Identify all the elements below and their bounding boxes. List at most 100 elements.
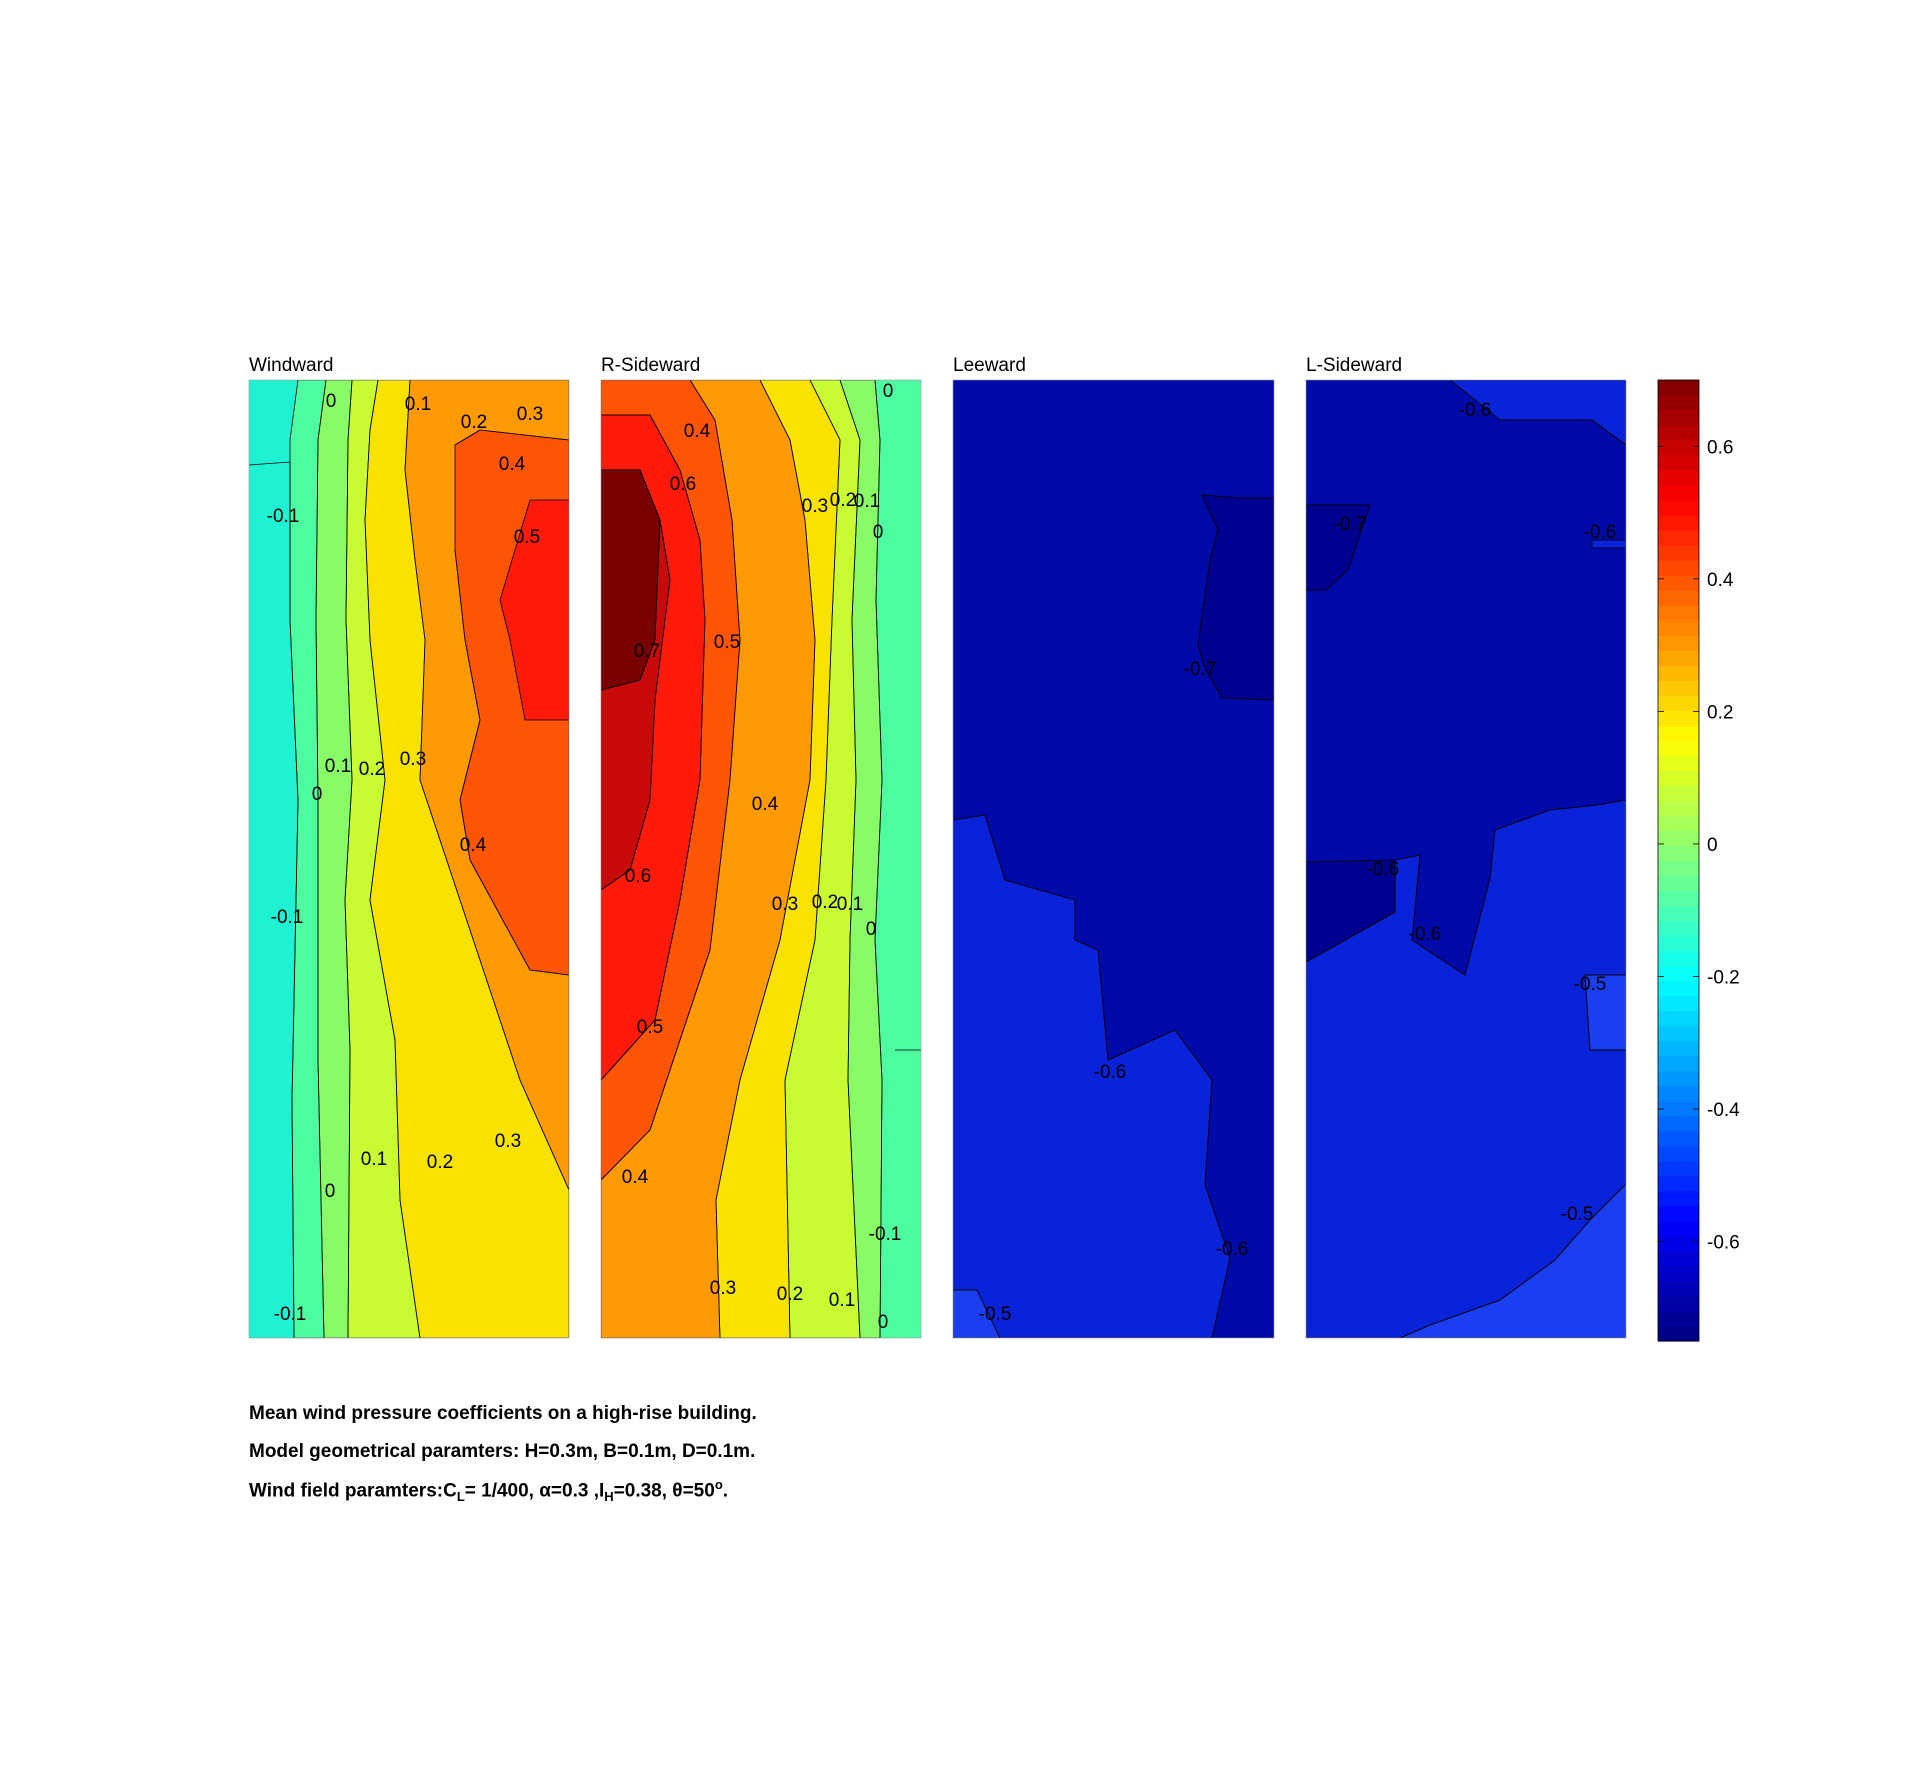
colorbar-band bbox=[1658, 800, 1699, 817]
contour-label: 0.4 bbox=[752, 794, 779, 815]
colorbar-band bbox=[1658, 1265, 1699, 1282]
colorbar-band bbox=[1658, 1070, 1699, 1087]
colorbar-band bbox=[1658, 1190, 1699, 1207]
contour-label: 0.4 bbox=[460, 835, 487, 856]
colorbar-band bbox=[1658, 1040, 1699, 1057]
contour-label: -0.1 bbox=[271, 907, 304, 928]
colorbar-band bbox=[1658, 545, 1699, 561]
contour-label: 0.3 bbox=[802, 496, 828, 517]
colorbar-band bbox=[1658, 950, 1699, 967]
colorbar-band bbox=[1658, 815, 1699, 832]
contour-label: -0.6 bbox=[1409, 924, 1442, 945]
contour-label: 0.2 bbox=[830, 490, 856, 511]
colorbar-band bbox=[1658, 455, 1699, 471]
colorbar-tick-label: 0.6 bbox=[1707, 437, 1733, 458]
colorbar-band bbox=[1658, 965, 1699, 982]
colorbar-band bbox=[1658, 920, 1699, 937]
colorbar-band bbox=[1658, 785, 1699, 802]
contour-label: -0.7 bbox=[1184, 659, 1217, 680]
colorbar-band bbox=[1658, 560, 1699, 576]
contour-label: 0.6 bbox=[625, 866, 651, 887]
contour-label: 0.5 bbox=[714, 632, 740, 653]
colorbar-band bbox=[1658, 890, 1699, 907]
contour-label: 0.7 bbox=[634, 641, 660, 662]
contour-label: 0.1 bbox=[829, 1290, 855, 1311]
contour-label: 0.4 bbox=[499, 454, 526, 475]
colorbar-band bbox=[1658, 1325, 1699, 1342]
contour-label: -0.5 bbox=[979, 1304, 1012, 1325]
contour-label: 0.2 bbox=[427, 1152, 453, 1173]
colorbar-band bbox=[1658, 830, 1699, 847]
colorbar-band bbox=[1658, 695, 1699, 711]
contour-label: 0.3 bbox=[710, 1278, 736, 1299]
colorbar-band bbox=[1658, 1235, 1699, 1252]
colorbar-tick-label: 0.4 bbox=[1707, 570, 1734, 591]
contour-label: -0.7 bbox=[1334, 514, 1367, 535]
colorbar-band bbox=[1658, 650, 1699, 666]
colorbar-band bbox=[1658, 980, 1699, 997]
contour-label: 0 bbox=[326, 391, 337, 412]
panel-leeward bbox=[953, 380, 1274, 1338]
colorbar-band bbox=[1658, 845, 1699, 862]
contour-label: 0 bbox=[873, 522, 884, 543]
colorbar-band bbox=[1658, 485, 1699, 501]
contour-label: 0.4 bbox=[684, 421, 711, 442]
colorbar-band bbox=[1658, 770, 1699, 787]
colorbar-band bbox=[1658, 470, 1699, 486]
contour-label: 0.5 bbox=[637, 1017, 663, 1038]
colorbar-band bbox=[1658, 875, 1699, 892]
colorbar-band bbox=[1658, 440, 1699, 456]
colorbar-band bbox=[1658, 410, 1699, 426]
contour-label: -0.6 bbox=[1584, 522, 1617, 543]
colorbar-band bbox=[1658, 1295, 1699, 1312]
contour-label: -0.1 bbox=[267, 506, 300, 527]
panel-title-l-sideward: L-Sideward bbox=[1306, 355, 1402, 376]
colorbar-band bbox=[1658, 620, 1699, 636]
contour-label: 0.3 bbox=[495, 1131, 521, 1152]
caption-line-3-c: =0.38, θ=50 bbox=[613, 1480, 715, 1502]
colorbar-band bbox=[1658, 590, 1699, 606]
colorbar-band bbox=[1658, 395, 1699, 411]
contour-label: 0.1 bbox=[837, 894, 863, 915]
caption-line-1: Mean wind pressure coefficients on a hig… bbox=[249, 1403, 757, 1424]
contour-label: 0.2 bbox=[461, 412, 487, 433]
colorbar-band bbox=[1658, 1115, 1699, 1132]
colorbar-band bbox=[1658, 995, 1699, 1012]
colorbar-band bbox=[1658, 1160, 1699, 1177]
contour-label: 0.3 bbox=[517, 404, 543, 425]
contour-label: 0.1 bbox=[325, 756, 351, 777]
contour-label: -0.6 bbox=[1094, 1062, 1127, 1083]
panel-l-sideward bbox=[1306, 380, 1626, 1338]
colorbar-tick-label: -0.4 bbox=[1707, 1100, 1740, 1121]
panel-title-windward: Windward bbox=[249, 355, 333, 376]
colorbar-band bbox=[1658, 635, 1699, 651]
colorbar-band bbox=[1658, 905, 1699, 922]
colorbar-band bbox=[1658, 860, 1699, 877]
caption-line-3-b: = 1/400, α=0.3 ,I bbox=[464, 1480, 605, 1502]
contour-label: 0.3 bbox=[400, 749, 426, 770]
contour-label: -0.5 bbox=[1561, 1204, 1594, 1225]
contour-label: -0.5 bbox=[1574, 974, 1607, 995]
colorbar-tick-label: -0.2 bbox=[1707, 967, 1740, 988]
colorbar-band bbox=[1658, 1250, 1699, 1267]
colorbar-band bbox=[1658, 1025, 1699, 1042]
contour-label: 0 bbox=[325, 1181, 336, 1202]
colorbar-band bbox=[1658, 380, 1699, 396]
colorbar-band bbox=[1658, 1310, 1699, 1327]
contour-label: 0.2 bbox=[777, 1284, 803, 1305]
contour-label: 0 bbox=[883, 381, 894, 402]
colorbar-band bbox=[1658, 725, 1699, 741]
colorbar-tick-label: 0 bbox=[1707, 835, 1718, 856]
panel-title-r-sideward: R-Sideward bbox=[601, 355, 700, 376]
colorbar-band bbox=[1658, 1145, 1699, 1162]
contour-label: -0.1 bbox=[274, 1304, 307, 1325]
colorbar-band bbox=[1658, 1055, 1699, 1072]
colorbar-band bbox=[1658, 1100, 1699, 1117]
colorbar-band bbox=[1658, 530, 1699, 546]
colorbar-band bbox=[1658, 1280, 1699, 1297]
panel-windward bbox=[249, 380, 569, 1338]
colorbar-band bbox=[1658, 1220, 1699, 1237]
contour-label: 0.4 bbox=[622, 1167, 649, 1188]
caption-line-3-d: . bbox=[722, 1480, 729, 1502]
